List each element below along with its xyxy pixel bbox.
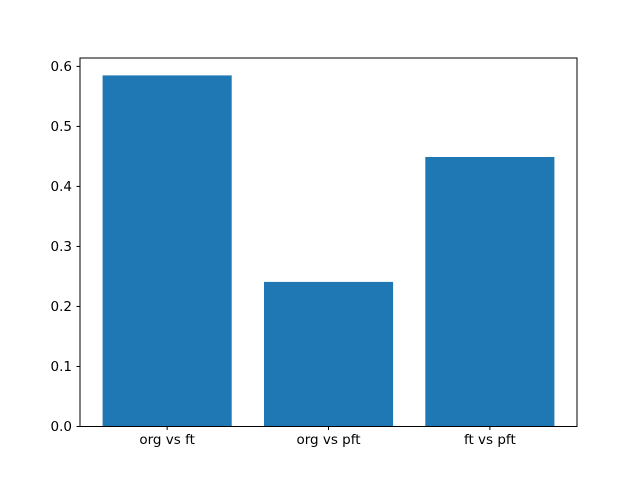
y-tick-label: 0.4 xyxy=(51,179,72,195)
bar-org-vs-ft xyxy=(102,75,232,427)
bar-org-vs-pft xyxy=(264,281,394,427)
x-tick-label: ft vs pft xyxy=(464,432,516,448)
y-tick-label: 0.5 xyxy=(51,119,72,135)
x-tick-label: org vs ft xyxy=(139,432,195,448)
bar-ft-vs-pft xyxy=(425,157,555,427)
y-tick-label: 0.6 xyxy=(51,59,72,75)
y-tick-label: 0.3 xyxy=(51,239,72,255)
y-tick-label: 0.2 xyxy=(51,299,72,315)
y-tick-label: 0.1 xyxy=(51,359,72,375)
y-tick-label: 0.0 xyxy=(51,419,72,435)
x-tick-label: org vs pft xyxy=(296,432,360,448)
